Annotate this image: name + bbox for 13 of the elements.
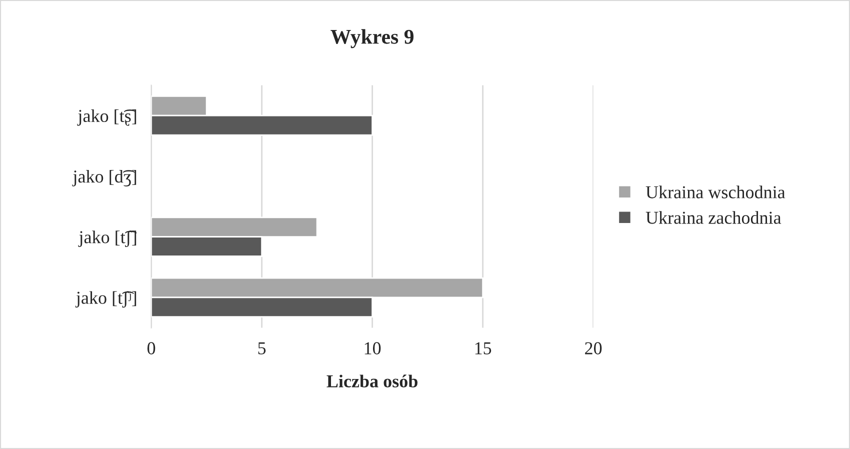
x-tick-label: 10 [364,342,381,354]
y-tick-label: jako [t͡ʃʲ] [75,291,136,308]
y-tick-label: jako [t͡ʂ] [77,109,136,126]
x-tick-label: 0 [147,342,156,354]
x-axis-title: Liczba osób [326,374,418,388]
x-tick-label: 15 [475,342,492,354]
x-tick-label: 5 [258,342,266,354]
legend-label: Ukraina zachodnia [646,211,782,224]
y-tick-label: jako [d͡ʒ] [72,170,136,186]
x-tick-label: 20 [585,342,602,354]
chart-title: Wykres 9 [330,29,414,48]
y-tick-label: jako [t͡ʃ] [78,230,137,248]
legend-label: Ukraina wschodnia [646,186,786,198]
